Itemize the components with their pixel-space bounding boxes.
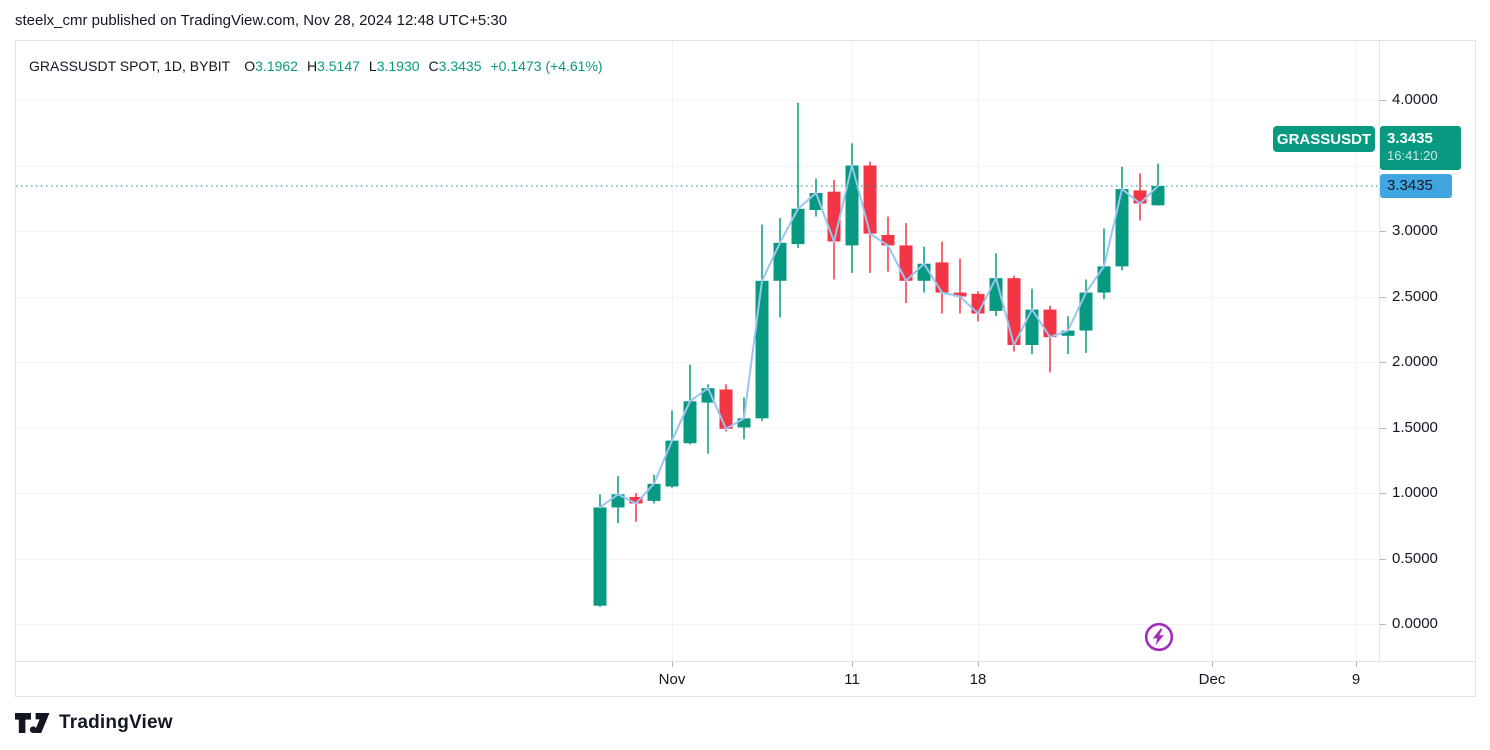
candle-body xyxy=(845,165,859,246)
candle-body xyxy=(737,418,751,428)
time-axis-tick xyxy=(1356,662,1357,667)
low-label: L xyxy=(368,58,377,74)
price-axis-tick xyxy=(1380,231,1386,232)
price-axis-tick xyxy=(1380,362,1386,363)
gridlines xyxy=(16,41,1379,661)
price-axis-tick xyxy=(1380,559,1386,560)
candle-body xyxy=(647,483,661,501)
time-axis-label: 18 xyxy=(969,671,987,688)
time-axis-tick xyxy=(978,662,979,667)
price-axis-tick xyxy=(1380,100,1386,101)
close-label: C xyxy=(428,58,439,74)
candle-body xyxy=(827,191,841,242)
chart-widget: GRASSUSDT SPOT, 1D, BYBIT O3.1962 H3.514… xyxy=(15,40,1476,697)
price-axis-label: 4.0000 xyxy=(1392,91,1438,108)
tradingview-logo-icon xyxy=(15,712,50,733)
open-label: O xyxy=(244,58,256,74)
lightning-bolt-icon xyxy=(1144,622,1174,652)
footer: TradingView xyxy=(15,707,173,739)
candle-body xyxy=(593,507,607,606)
ohlc-values: O3.1962 H3.5147 L3.1930 C3.3435 +0.1473 … xyxy=(244,58,602,74)
candlestick-plot[interactable] xyxy=(16,41,1379,661)
close-line-price-badge: 3.3435 xyxy=(1380,174,1452,198)
time-axis-tick xyxy=(1212,662,1213,667)
candle-body xyxy=(773,242,787,281)
candle-body xyxy=(1061,330,1075,336)
candle-body xyxy=(881,234,895,246)
price-axis-tick xyxy=(1380,428,1386,429)
time-axis-label: 11 xyxy=(844,671,860,688)
time-axis-label: 9 xyxy=(1351,671,1361,688)
candle-body xyxy=(683,401,697,444)
time-axis-label: Nov xyxy=(658,671,686,688)
candle-body xyxy=(1043,309,1057,338)
close-line xyxy=(599,164,1159,509)
boost-button[interactable] xyxy=(1143,621,1175,653)
time-axis-label: Dec xyxy=(1198,671,1226,688)
price-axis-label: 3.0000 xyxy=(1392,222,1438,239)
last-price-value: 3.3435 xyxy=(1387,130,1433,147)
symbol-title: GRASSUSDT SPOT, 1D, BYBIT xyxy=(29,58,231,74)
tradingview-logo[interactable]: TradingView xyxy=(15,712,173,734)
high-label: H xyxy=(306,58,318,74)
candle-body xyxy=(719,389,733,429)
price-axis-label: 0.5000 xyxy=(1392,549,1438,567)
time-axis-tick xyxy=(672,662,673,667)
price-axis-label: 2.0000 xyxy=(1392,353,1438,370)
time-axis[interactable]: Nov 11 18 Dec 9 xyxy=(16,661,1475,697)
close-value: 3.3435 xyxy=(438,58,482,74)
time-axis-tick xyxy=(852,662,853,667)
price-axis-label: 1.0000 xyxy=(1392,484,1438,501)
candle-body xyxy=(899,245,913,281)
attribution-text: steelx_cmr published on TradingView.com,… xyxy=(15,12,508,29)
candle-body xyxy=(1115,189,1129,267)
candle-body xyxy=(755,280,769,419)
chart-legend: GRASSUSDT SPOT, 1D, BYBIT O3.1962 H3.514… xyxy=(29,56,603,76)
low-value: 3.1930 xyxy=(376,58,420,74)
price-axis-label: 1.5000 xyxy=(1392,418,1438,436)
candle-body xyxy=(1025,309,1039,345)
candle-body xyxy=(1007,278,1021,345)
candlestick-chart-svg xyxy=(16,41,1379,661)
price-axis-tick xyxy=(1380,297,1386,298)
tradingview-wordmark: TradingView xyxy=(59,712,173,733)
candle-body xyxy=(809,193,823,211)
price-axis-tick xyxy=(1380,493,1386,494)
price-axis-tick xyxy=(1380,624,1386,625)
high-value: 3.5147 xyxy=(317,58,360,74)
symbol-price-badge: GRASSUSDT xyxy=(1273,126,1375,152)
candle-body xyxy=(863,165,877,234)
price-axis[interactable]: 4.0000 3.0000 2.5000 2.0000 1.5000 1.0000 0.50… xyxy=(1379,41,1476,661)
candle-body xyxy=(665,440,679,487)
candle-body xyxy=(1133,190,1147,204)
last-price-badge: 3.3435 16:41:20 xyxy=(1380,126,1461,170)
price-axis-label: 2.5000 xyxy=(1392,287,1438,305)
candle-body xyxy=(935,262,949,293)
candle-body xyxy=(701,388,715,403)
change-value: +0.1473 (+4.61%) xyxy=(490,58,603,74)
candle-body xyxy=(1079,292,1093,331)
open-value: 3.1962 xyxy=(255,58,298,74)
candle-body xyxy=(1097,266,1111,293)
candle-body xyxy=(1151,186,1165,206)
candle-body xyxy=(791,208,805,245)
candle-body xyxy=(953,292,967,297)
candles xyxy=(593,102,1165,607)
candle-body xyxy=(629,496,643,504)
price-axis-label: 0.0000 xyxy=(1392,615,1438,632)
bar-countdown: 16:41:20 xyxy=(1387,148,1438,163)
